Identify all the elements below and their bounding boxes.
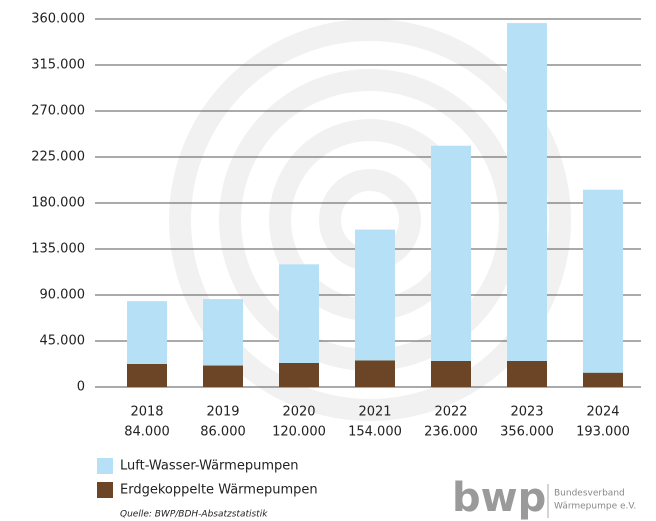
bar-segment <box>583 189 623 373</box>
y-tick-label: 315.000 <box>31 58 85 73</box>
y-tick-label: 270.000 <box>31 104 85 119</box>
x-tick-label: 2021 <box>358 405 391 420</box>
bar-segment <box>203 299 243 366</box>
y-tick-label: 180.000 <box>31 196 85 211</box>
total-label: 120.000 <box>272 425 326 440</box>
y-tick-label: 0 <box>77 380 85 395</box>
x-tick-label: 2022 <box>434 405 467 420</box>
x-tick-label: 2024 <box>586 405 619 420</box>
y-tick-label: 90.000 <box>40 288 86 303</box>
total-label: 193.000 <box>576 425 630 440</box>
bar-segment <box>507 360 547 387</box>
bar-segment <box>507 23 547 361</box>
logo-line2: Wärmepumpe e.V. <box>554 502 636 512</box>
bar-segment <box>431 360 471 387</box>
y-tick-label: 135.000 <box>31 242 85 257</box>
x-tick-label: 2023 <box>510 405 543 420</box>
bar-segment <box>279 362 319 387</box>
bar-segment <box>279 264 319 363</box>
logo-mark: bwp <box>452 475 546 521</box>
logo-line1: Bundesverband <box>554 489 625 499</box>
bar-segment <box>127 301 167 364</box>
bar-segment <box>355 229 395 361</box>
legend-swatch <box>97 458 113 474</box>
x-tick-label: 2019 <box>206 405 239 420</box>
y-tick-label: 45.000 <box>40 334 86 349</box>
legend-label: Luft-Wasser-Wärmepumpen <box>120 459 298 474</box>
bar-segment <box>583 372 623 387</box>
total-label: 236.000 <box>424 425 478 440</box>
total-label: 356.000 <box>500 425 554 440</box>
total-label: 86.000 <box>200 425 246 440</box>
y-tick-label: 360.000 <box>31 12 85 27</box>
legend-swatch <box>97 482 113 498</box>
source: Quelle: BWP/BDH-Absatzstatistik <box>120 510 268 520</box>
bar-segment <box>431 145 471 361</box>
bar-segment <box>127 364 167 387</box>
x-tick-label: 2020 <box>282 405 315 420</box>
bar-segment <box>355 360 395 387</box>
legend-label: Erdgekoppelte Wärmepumpen <box>120 483 318 498</box>
total-label: 154.000 <box>348 425 402 440</box>
bar-segment <box>203 365 243 387</box>
y-tick-label: 225.000 <box>31 150 85 165</box>
total-label: 84.000 <box>124 425 170 440</box>
x-tick-label: 2018 <box>130 405 163 420</box>
